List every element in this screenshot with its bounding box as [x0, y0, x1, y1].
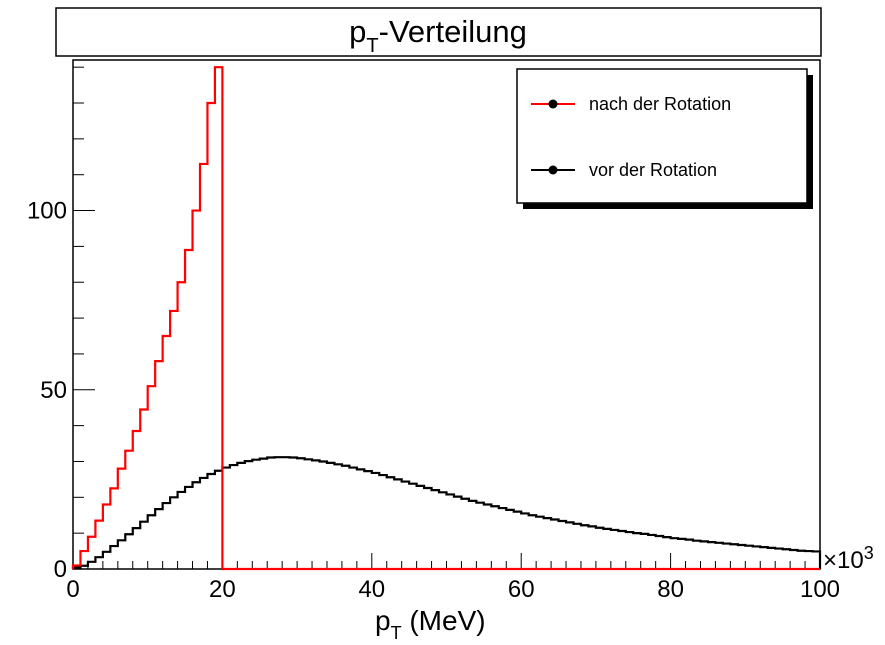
x-tick-label: 40 [358, 576, 385, 603]
legend-box [516, 68, 808, 204]
legend-label-before: vor der Rotation [589, 160, 717, 180]
x-tick-label: 60 [508, 576, 535, 603]
y-tick-label: 0 [54, 556, 67, 583]
legend-marker [548, 165, 558, 175]
x-tick-label: 80 [657, 576, 684, 603]
x-tick-label: 0 [66, 576, 79, 603]
legend-entry-before: vor der Rotation [531, 160, 717, 180]
series-line-0 [71, 66, 820, 571]
x-axis-multiplier: ×103 [823, 543, 874, 574]
y-tick-label: 100 [27, 198, 67, 225]
series-layer [71, 66, 822, 571]
series-line-1 [71, 456, 822, 569]
x-tick-label: 100 [800, 576, 840, 603]
legend: nach der Rotation vor der Rotation [516, 68, 813, 209]
legend-entry-after: nach der Rotation [531, 94, 731, 114]
y-tick-label: 50 [40, 377, 67, 404]
x-axis-label: pT (MeV) [375, 605, 486, 643]
legend-label-after: nach der Rotation [589, 94, 731, 114]
x-tick-label: 20 [209, 576, 236, 603]
legend-marker [548, 99, 558, 109]
chart-title: pT-Verteilung [349, 14, 527, 57]
title-box: pT-Verteilung [55, 7, 822, 57]
